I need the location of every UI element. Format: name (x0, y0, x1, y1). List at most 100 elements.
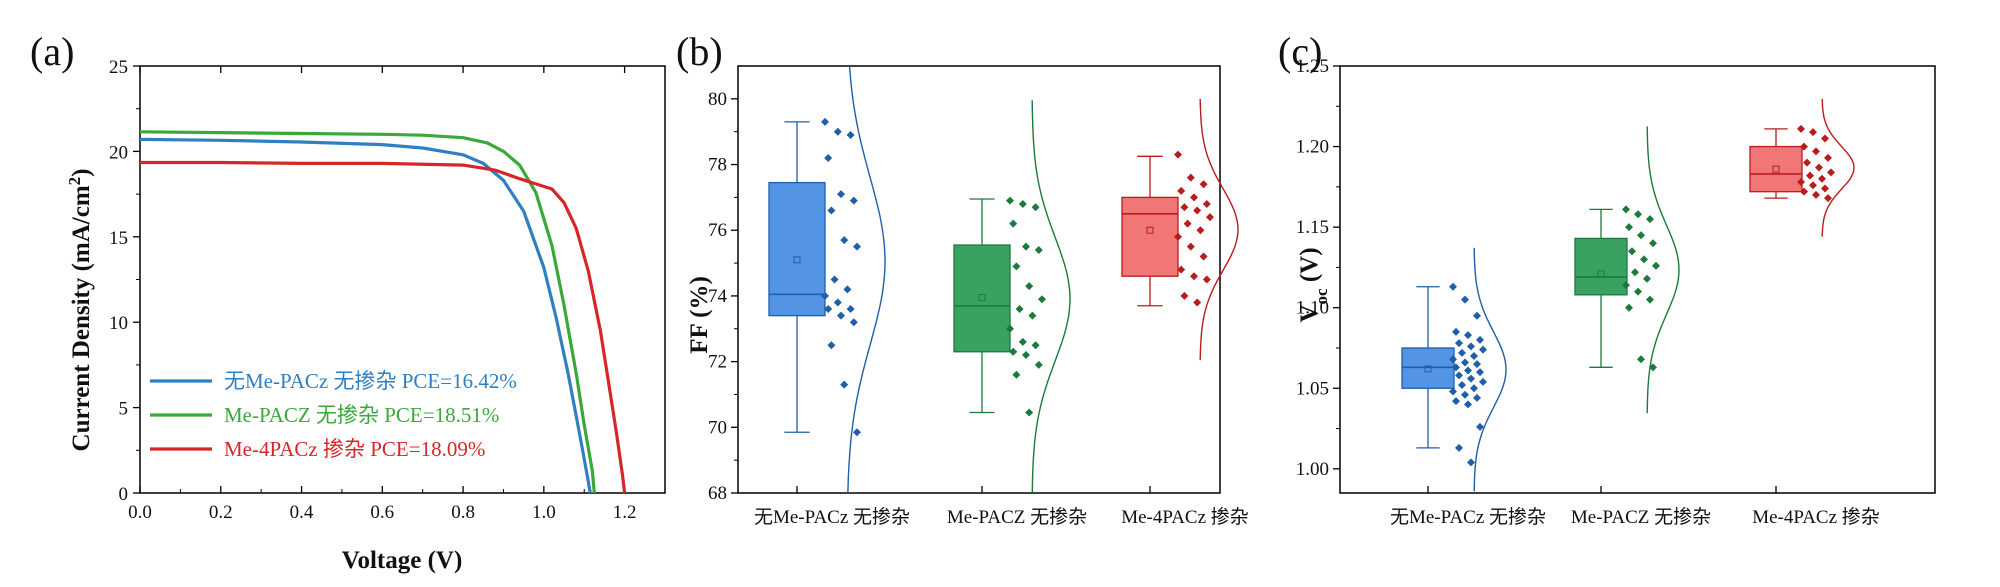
b-distribution-curve-2 (1031, 100, 1071, 494)
c-distribution-curve-3 (1821, 98, 1855, 237)
a-x-tick-label: 0.6 (370, 502, 394, 523)
b-data-point-2 (1009, 219, 1018, 228)
b-data-point-3 (1177, 265, 1186, 274)
c-data-point-3 (1806, 171, 1814, 180)
c-data-point-1 (1452, 363, 1460, 372)
c-data-point-1 (1473, 360, 1481, 369)
a-x-tick-label: 0.2 (209, 502, 233, 523)
b-data-point-3 (1206, 213, 1214, 222)
c-data-point-1 (1455, 443, 1463, 452)
b-data-point-1 (840, 236, 849, 245)
b-data-point-1 (833, 127, 842, 136)
b-data-point-3 (1202, 275, 1211, 284)
c-data-point-2 (1622, 205, 1630, 214)
c-y-tick-label: 1.05 (1296, 378, 1329, 399)
c-data-point-3 (1827, 168, 1835, 177)
c-data-point-2 (1649, 239, 1657, 248)
b-data-point-2 (1031, 203, 1040, 212)
b-data-point-1 (846, 305, 855, 314)
panel-c-plot: 1.00 1.05 1.10 1.15 1.20 1.25 无Me-PACz 无掺杂 Me-P… (1296, 56, 1936, 528)
b-data-point-2 (1028, 311, 1037, 320)
c-data-point-1 (1464, 400, 1472, 409)
a-y-axis-title-end: ) (68, 169, 95, 177)
b-y-tick-label: 68 (708, 483, 727, 504)
b-data-point-2 (1006, 324, 1014, 333)
a-y-tick-label: 0 (119, 484, 129, 505)
b-data-point-1 (853, 242, 861, 251)
b-data-point-2 (1009, 347, 1018, 356)
c-data-point-1 (1470, 384, 1478, 393)
c-box-3 (1749, 145, 1803, 193)
c-data-point-1 (1467, 374, 1475, 383)
c-box-2 (1574, 237, 1628, 296)
b-y-tick-label: 80 (708, 89, 727, 110)
c-data-point-3 (1812, 190, 1820, 199)
b-data-point-1 (830, 275, 839, 284)
c-data-point-1 (1479, 345, 1487, 354)
b-data-point-3 (1180, 291, 1189, 300)
c-y-axis-title-main: V (1296, 304, 1323, 322)
b-data-point-1 (824, 153, 833, 162)
b-data-point-1 (833, 298, 842, 307)
b-data-point-2 (1038, 295, 1046, 304)
a-y-axis-title-main: Current Density (mA/cm (68, 185, 95, 451)
b-data-point-1 (843, 285, 852, 294)
c-data-point-3 (1809, 128, 1817, 137)
b-box-2 (953, 244, 1011, 353)
c-y-tick-label: 1.25 (1296, 56, 1329, 77)
b-data-point-3 (1190, 193, 1198, 202)
panel-a-plot: 0.0 0.2 0.4 0.6 0.8 1.0 1.2 0 5 10 15 20 25 无Me-PACz … (109, 57, 666, 523)
a-x-axis-title: Voltage (V) (342, 547, 463, 574)
c-data-point-1 (1452, 327, 1460, 336)
panel-label-a: (a) (30, 29, 74, 74)
a-y-tick-label: 15 (109, 228, 128, 249)
b-y-tick-label: 76 (708, 220, 727, 241)
a-legend-label-3: Me-4PACz 掺杂 PCE=18.09% (224, 437, 485, 461)
b-y-tick-label: 78 (708, 155, 727, 176)
a-x-tick-label: 0.8 (451, 502, 475, 523)
b-y-tick-label: 70 (708, 417, 727, 438)
b-data-point-1 (827, 206, 836, 215)
c-y-axis-title-end: (V) (1296, 247, 1323, 288)
b-data-point-3 (1199, 252, 1208, 261)
b-distribution-curve-1 (847, 65, 886, 494)
c-data-point-1 (1476, 422, 1484, 431)
a-y-tick-label: 20 (109, 142, 128, 163)
b-plot-frame (737, 65, 1221, 494)
b-data-point-2 (1006, 196, 1014, 205)
a-legend-label-1: 无Me-PACz 无掺杂 PCE=16.42% (224, 369, 517, 393)
c-y-axis-title-sub: oc (1312, 288, 1331, 305)
c-y-tick-label: 1.15 (1296, 217, 1329, 238)
b-y-tick-label: 74 (708, 286, 728, 307)
c-data-point-1 (1455, 339, 1463, 348)
c-data-point-3 (1797, 178, 1805, 187)
c-data-point-3 (1800, 187, 1808, 196)
b-data-point-2 (1022, 242, 1030, 251)
b-data-point-3 (1177, 186, 1186, 195)
c-data-point-1 (1473, 311, 1481, 320)
b-data-point-3 (1174, 232, 1182, 241)
b-data-point-2 (1018, 199, 1027, 208)
c-data-point-2 (1634, 210, 1642, 219)
b-data-point-2 (1012, 262, 1021, 271)
b-data-point-3 (1174, 150, 1182, 159)
c-data-point-1 (1464, 331, 1472, 340)
b-data-point-2 (1034, 245, 1043, 254)
c-box-1 (1401, 347, 1455, 389)
panel-label-c: (c) (1278, 29, 1322, 74)
c-data-point-3 (1803, 158, 1811, 167)
a-y-tick-label: 10 (109, 313, 128, 334)
b-y-tick-label: 72 (708, 352, 727, 373)
c-mean-marker-2 (1597, 270, 1605, 278)
b-data-point-2 (1031, 341, 1040, 350)
c-mean-marker-1 (1424, 365, 1432, 373)
a-y-axis-title: Current Density (mA/cm2) (65, 169, 96, 452)
c-data-point-3 (1797, 124, 1805, 133)
b-data-point-1 (840, 380, 849, 389)
a-series-line-1 (139, 137, 592, 494)
c-data-point-1 (1455, 371, 1463, 380)
c-plot-frame (1339, 65, 1936, 494)
a-series-line-2 (139, 130, 596, 494)
c-data-point-1 (1449, 355, 1457, 364)
